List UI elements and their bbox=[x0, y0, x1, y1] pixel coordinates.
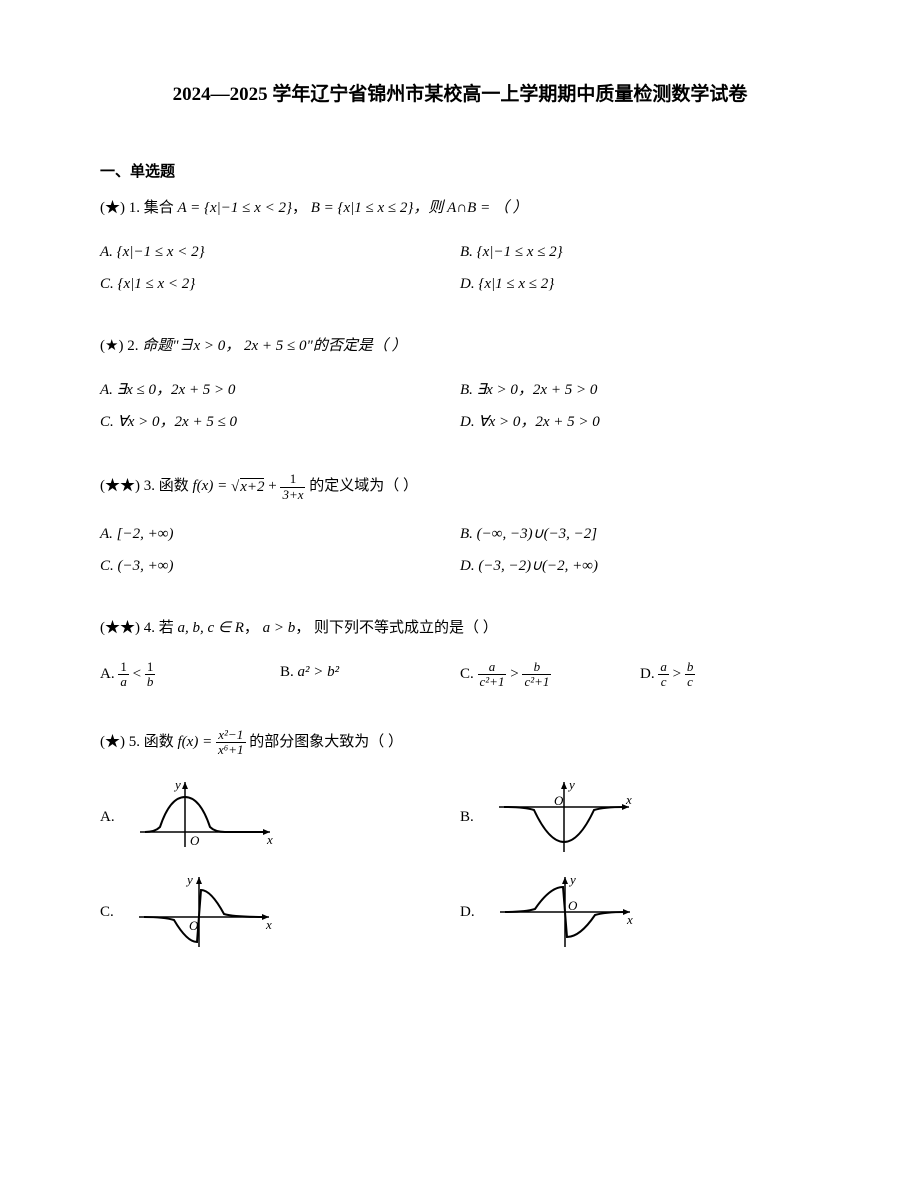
q3-fx: f(x) = bbox=[193, 479, 231, 495]
q3-options: A. [−2, +∞) B. (−∞, −3)∪(−3, −2] C. (−3,… bbox=[100, 522, 820, 586]
q2-optA: A. ∃x ≤ 0，2x + 5 > 0 bbox=[100, 378, 460, 402]
q4-text: (★★) 4. 若 a, b, c ∈ R， a > b， 则下列不等式成立的是… bbox=[100, 616, 820, 640]
svg-text:y: y bbox=[568, 872, 576, 887]
q4-mid: ， bbox=[244, 620, 263, 636]
svg-text:y: y bbox=[185, 872, 193, 887]
q4-optC-label: C. bbox=[460, 666, 478, 682]
q4-optB-label: B. bbox=[280, 664, 298, 680]
q4-optC: C. ac²+1 > bc²+1 bbox=[460, 660, 640, 690]
q5-optA: A. O x y bbox=[100, 777, 460, 857]
q4-optD-label: D. bbox=[640, 666, 658, 682]
q5-optD: D. O x y bbox=[460, 872, 820, 952]
q1-num: 1. bbox=[129, 200, 140, 216]
svg-text:x: x bbox=[626, 912, 633, 927]
q5-optC-label: C. bbox=[100, 900, 114, 924]
q1-optD: D. {x|1 ≤ x ≤ 2} bbox=[460, 272, 820, 296]
section-header: 一、单选题 bbox=[100, 160, 820, 184]
q2-optD: D. ∀x > 0，2x + 5 > 0 bbox=[460, 410, 820, 434]
q4-cond: a, b, c ∈ R bbox=[178, 620, 244, 636]
q5-optB: B. O x y bbox=[460, 777, 820, 857]
q4-star: (★★) bbox=[100, 620, 140, 636]
q5-text: (★) 5. 函数 f(x) = x²−1x⁶+1 的部分图象大致为（ ） bbox=[100, 728, 820, 758]
svg-text:O: O bbox=[568, 898, 578, 913]
q4-optA-label: A. bbox=[100, 666, 118, 682]
svg-text:x: x bbox=[266, 832, 273, 847]
exam-title: 2024—2025 学年辽宁省锦州市某校高一上学期期中质量检测数学试卷 bbox=[100, 80, 820, 110]
svg-text:x: x bbox=[625, 792, 632, 807]
q5-fx: f(x) = bbox=[178, 734, 216, 750]
q5-pre: 函数 bbox=[144, 734, 178, 750]
q1-optC: C. {x|1 ≤ x < 2} bbox=[100, 272, 460, 296]
q5-frac: x²−1x⁶+1 bbox=[216, 728, 246, 758]
q2-num: 2. bbox=[127, 338, 138, 354]
graph-B: O x y bbox=[489, 777, 639, 857]
svg-text:x: x bbox=[265, 917, 272, 932]
q3-num: 3. bbox=[144, 479, 155, 495]
q3-pre: 函数 bbox=[159, 479, 193, 495]
graph-A: O x y bbox=[130, 777, 280, 857]
svg-text:y: y bbox=[567, 777, 575, 792]
q5-star: (★) bbox=[100, 734, 125, 750]
q4-end: ， 则下列不等式成立的是（ ） bbox=[295, 620, 498, 636]
q5-optC: C. O x y bbox=[100, 872, 460, 952]
q5-options: A. O x y B. O x y bbox=[100, 777, 820, 967]
q3-sqrt: √x+2 bbox=[231, 479, 265, 495]
q1-star: (★) bbox=[100, 200, 125, 216]
q4-pre: 若 bbox=[159, 620, 178, 636]
q5-optA-label: A. bbox=[100, 805, 115, 829]
q3-text: (★★) 3. 函数 f(x) = √x+2 + 13+x 的定义域为（ ） bbox=[100, 472, 820, 502]
q2-star: (★) bbox=[100, 338, 123, 354]
q2-body: 命题"∃x > 0， 2x + 5 ≤ 0"的否定是（ ） bbox=[142, 338, 406, 354]
question-3: (★★) 3. 函数 f(x) = √x+2 + 13+x 的定义域为（ ） A… bbox=[100, 472, 820, 586]
q5-optD-label: D. bbox=[460, 900, 475, 924]
svg-text:O: O bbox=[554, 793, 564, 808]
q4-optB-text: a² > b² bbox=[298, 664, 340, 680]
q1-setA: A = {x|−1 ≤ x < 2} bbox=[178, 200, 292, 216]
q2-options: A. ∃x ≤ 0，2x + 5 > 0 B. ∃x > 0，2x + 5 > … bbox=[100, 378, 820, 442]
q1-end: ，则 A∩B = （ ） bbox=[413, 200, 527, 216]
q5-optB-label: B. bbox=[460, 805, 474, 829]
q4-ab: a > b bbox=[263, 620, 296, 636]
q3-end: 的定义域为（ ） bbox=[305, 479, 418, 495]
q3-star: (★★) bbox=[100, 479, 140, 495]
q3-frac: 13+x bbox=[280, 472, 305, 502]
q2-optB: B. ∃x > 0，2x + 5 > 0 bbox=[460, 378, 820, 402]
question-4: (★★) 4. 若 a, b, c ∈ R， a > b， 则下列不等式成立的是… bbox=[100, 616, 820, 698]
q1-setB: B = {x|1 ≤ x ≤ 2} bbox=[311, 200, 414, 216]
q2-optC: C. ∀x > 0，2x + 5 ≤ 0 bbox=[100, 410, 460, 434]
q2-text: (★) 2. 命题"∃x > 0， 2x + 5 ≤ 0"的否定是（ ） bbox=[100, 334, 820, 358]
q5-num: 5. bbox=[129, 734, 140, 750]
q3-optC: C. (−3, +∞) bbox=[100, 554, 460, 578]
q1-mid: ， bbox=[292, 200, 307, 216]
svg-text:y: y bbox=[173, 777, 181, 792]
q4-options: A. 1a < 1b B. a² > b² C. ac²+1 > bc²+1 D… bbox=[100, 660, 820, 698]
q4-optB: B. a² > b² bbox=[280, 660, 460, 690]
q5-end: 的部分图象大致为（ ） bbox=[246, 734, 404, 750]
q4-num: 4. bbox=[144, 620, 155, 636]
question-1: (★) 1. 集合 A = {x|−1 ≤ x < 2}， B = {x|1 ≤… bbox=[100, 196, 820, 304]
q1-optA: A. {x|−1 ≤ x < 2} bbox=[100, 240, 460, 264]
q4-optA: A. 1a < 1b bbox=[100, 660, 280, 690]
q3-optD: D. (−3, −2)∪(−2, +∞) bbox=[460, 554, 820, 578]
q1-pre: 集合 bbox=[144, 200, 178, 216]
q4-optD: D. ac > bc bbox=[640, 660, 820, 690]
question-2: (★) 2. 命题"∃x > 0， 2x + 5 ≤ 0"的否定是（ ） A. … bbox=[100, 334, 820, 442]
graph-C: O x y bbox=[129, 872, 279, 952]
graph-D: O x y bbox=[490, 872, 640, 952]
svg-text:O: O bbox=[190, 833, 200, 848]
q3-optB: B. (−∞, −3)∪(−3, −2] bbox=[460, 522, 820, 546]
q1-optB: B. {x|−1 ≤ x ≤ 2} bbox=[460, 240, 820, 264]
q1-text: (★) 1. 集合 A = {x|−1 ≤ x < 2}， B = {x|1 ≤… bbox=[100, 196, 820, 220]
q3-optA: A. [−2, +∞) bbox=[100, 522, 460, 546]
question-5: (★) 5. 函数 f(x) = x²−1x⁶+1 的部分图象大致为（ ） A.… bbox=[100, 728, 820, 968]
q1-options: A. {x|−1 ≤ x < 2} B. {x|−1 ≤ x ≤ 2} C. {… bbox=[100, 240, 820, 304]
